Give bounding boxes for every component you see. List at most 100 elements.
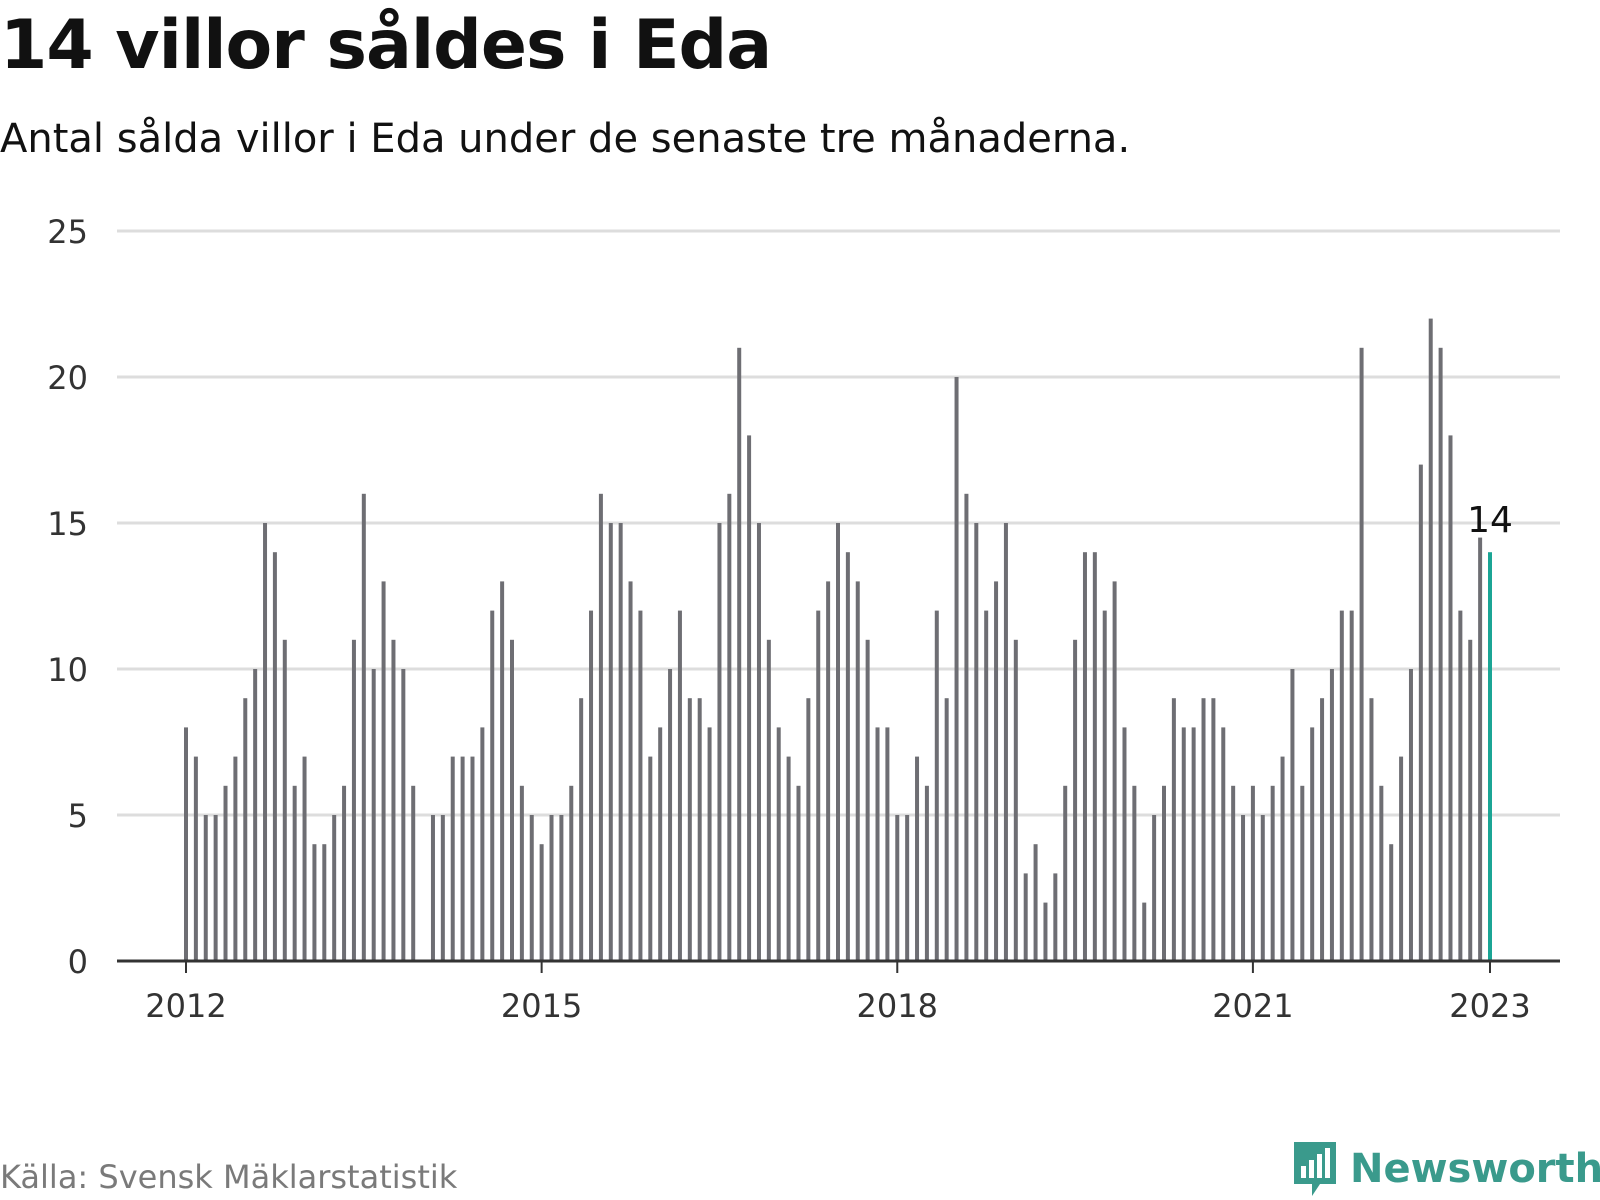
bar [1468, 639, 1473, 961]
newsworthy-logo-text: Newsworthy [1350, 1146, 1600, 1192]
bar [1478, 537, 1483, 961]
bar [638, 610, 643, 961]
bar [796, 785, 801, 961]
bar [1181, 727, 1186, 961]
bar [480, 727, 485, 961]
bar [855, 581, 860, 961]
bar [401, 669, 406, 961]
bar [1102, 610, 1107, 961]
bar [608, 523, 613, 961]
bar [1211, 698, 1216, 961]
bar [1270, 785, 1275, 961]
y-tick-label: 5 [68, 797, 88, 835]
x-tick-label: 2023 [1449, 987, 1530, 1025]
bar [1250, 785, 1255, 961]
bar-chart: 0 5 10 15 20 25 2012 2015 2018 2021 2023 14 [47, 213, 1560, 1025]
bar [756, 523, 761, 961]
bar [727, 493, 732, 961]
bar [994, 581, 999, 961]
bar [1053, 873, 1058, 961]
bar [905, 815, 910, 961]
bar [677, 610, 682, 961]
bar [549, 815, 554, 961]
bar [282, 639, 287, 961]
bar [1379, 785, 1384, 961]
bar [1448, 435, 1453, 961]
x-tick-label: 2018 [857, 987, 938, 1025]
bar [618, 523, 623, 961]
bar [253, 669, 258, 961]
bar [1339, 610, 1344, 961]
y-tick-label: 10 [47, 651, 88, 689]
bar [589, 610, 594, 961]
bar [1320, 698, 1325, 961]
y-tick-label: 0 [68, 943, 88, 981]
bar [272, 552, 277, 961]
y-tick-label: 15 [47, 505, 88, 543]
bar [1300, 785, 1305, 961]
bar [203, 815, 208, 961]
bar [707, 727, 712, 961]
bar [1201, 698, 1206, 961]
bar [747, 435, 752, 961]
bar [1142, 902, 1147, 961]
bar [519, 785, 524, 961]
bar [1389, 844, 1394, 961]
highlight-value-label: 14 [1467, 500, 1513, 541]
bar [184, 727, 188, 961]
bar [1013, 639, 1018, 961]
x-tick-label: 2015 [501, 987, 582, 1025]
bar [1369, 698, 1374, 961]
bar [915, 756, 920, 961]
bar [944, 698, 949, 961]
bar [569, 785, 574, 961]
bar [1418, 464, 1423, 961]
y-tick-label: 20 [47, 359, 88, 397]
bar [1043, 902, 1048, 961]
chart-title: 14 villor såldes i Eda [0, 6, 772, 85]
bar [460, 756, 465, 961]
bar [934, 610, 939, 961]
bars [184, 318, 1492, 962]
bar [1310, 727, 1315, 961]
newsworthy-logo-icon [1294, 1142, 1336, 1196]
bar [865, 639, 870, 961]
bar [895, 815, 900, 961]
bar [668, 669, 673, 961]
chart-subtitle: Antal sålda villor i Eda under de senast… [0, 116, 1131, 162]
bar [500, 581, 505, 961]
bar [579, 698, 584, 961]
bar [826, 581, 831, 961]
bar [1408, 669, 1413, 961]
bar [786, 756, 791, 961]
bar [885, 727, 890, 961]
bar [924, 785, 929, 961]
bar [371, 669, 376, 961]
bar [964, 493, 969, 961]
bar [1359, 347, 1364, 961]
bar [332, 815, 337, 961]
bar [1428, 318, 1433, 962]
bar [1152, 815, 1157, 961]
bar [974, 523, 979, 961]
bar [1280, 756, 1285, 961]
bar [1073, 639, 1078, 961]
bar [1191, 727, 1196, 961]
x-tick-label: 2012 [145, 987, 226, 1025]
bar [697, 698, 702, 961]
bar [342, 785, 347, 961]
bar [816, 610, 821, 961]
x-tick-label: 2021 [1212, 987, 1293, 1025]
bar [1162, 785, 1166, 961]
bar [1349, 610, 1354, 961]
bar [1171, 698, 1176, 961]
bar [598, 493, 603, 961]
bar [529, 815, 534, 961]
bar [1003, 523, 1008, 961]
bar [806, 698, 811, 961]
bar [233, 756, 238, 961]
bar [263, 523, 268, 961]
newsworthy-logo: Newsworthy [1290, 1140, 1600, 1198]
x-axis-ticks: 2012 2015 2018 2021 2023 [145, 961, 1531, 1025]
bar [223, 785, 228, 961]
